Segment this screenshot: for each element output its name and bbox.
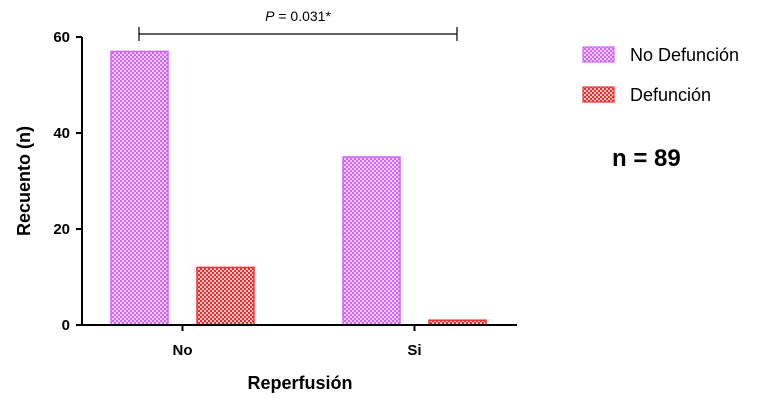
p-value-text: = 0.031* (274, 8, 331, 24)
legend-label-1: Defunción (630, 85, 711, 105)
y-tick-label: 0 (62, 317, 70, 334)
x-axis-title: Reperfusión (247, 373, 352, 393)
p-value-label: P = 0.031* (265, 8, 331, 24)
bars (110, 50, 487, 326)
x-tick-label-no: No (173, 342, 193, 359)
p-value-prefix: P (265, 8, 275, 24)
x-ticks: No Si (173, 325, 422, 359)
bar-si-series-0 (342, 156, 401, 326)
y-tick-label: 60 (53, 29, 70, 46)
y-ticks: 0 20 40 60 (53, 29, 82, 334)
axes (81, 37, 517, 326)
legend-label-0: No Defunción (630, 45, 739, 65)
y-tick-label: 40 (53, 125, 70, 142)
significance-bracket: P = 0.031* (138, 8, 458, 41)
legend-swatch-1 (582, 86, 615, 103)
legend-swatch-0 (582, 46, 615, 63)
y-tick-label: 20 (53, 221, 70, 238)
y-axis-title: Recuento (n) (14, 126, 34, 236)
bar-no-series-0 (110, 50, 169, 326)
x-tick-label-si: Si (407, 342, 421, 359)
bar-no-series-1 (196, 266, 255, 326)
n-total-label: n = 89 (612, 145, 681, 172)
legend: No Defunción Defunción (582, 45, 739, 105)
